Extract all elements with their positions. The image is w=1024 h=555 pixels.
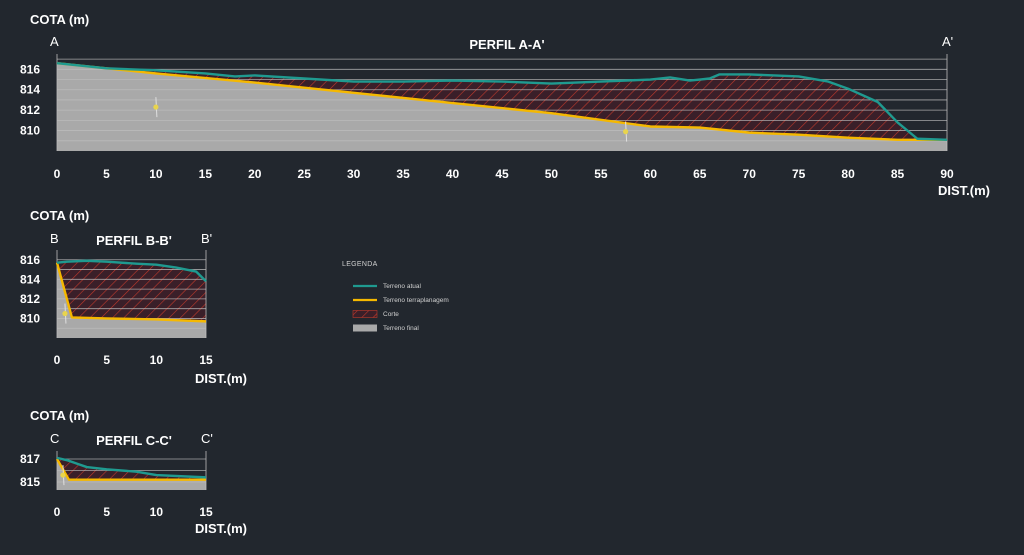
series-terreno-atual [56, 259, 207, 283]
end-label-a: A' [942, 34, 953, 49]
x-tick-label: 5 [103, 167, 110, 181]
x-tick-label: 60 [644, 167, 658, 181]
y-tick-label: 816 [20, 62, 40, 76]
y-tick-label: 816 [20, 253, 40, 267]
x-tick-label: 10 [150, 505, 164, 519]
plot-perfil-b: 0 5 10 15 810 812 814 816 [20, 250, 213, 367]
y-tick-label: 810 [20, 311, 40, 325]
plot-perfil-a: 0 5 10 15 20 25 30 35 40 45 50 55 60 65 70 75 80 85 90 810 8… [20, 54, 954, 181]
x-tick-label: 65 [693, 167, 707, 181]
x-tick-label: 80 [841, 167, 855, 181]
x-tick-label: 10 [150, 353, 164, 367]
x-tick-label: 15 [199, 167, 213, 181]
x-tick-label: 20 [248, 167, 262, 181]
y-tick-label: 817 [20, 452, 40, 466]
end-label-c: C' [201, 431, 213, 446]
corte-area [57, 260, 206, 322]
title-c: PERFIL C-C' [96, 433, 172, 448]
ylabel-c: COTA (m) [30, 408, 89, 423]
x-tick-label: 25 [298, 167, 312, 181]
xlabel-a: DIST.(m) [938, 183, 990, 198]
y-tick-label: 814 [20, 272, 40, 286]
y-tick-label: 810 [20, 124, 40, 138]
marker-point [60, 472, 66, 478]
xlabel-b: DIST.(m) [195, 371, 247, 386]
marker-point [153, 104, 159, 110]
x-tick-label: 0 [54, 353, 61, 367]
ylabel-b: COTA (m) [30, 208, 89, 223]
legend-label: Terreno atual [383, 283, 421, 290]
start-label-a: A [50, 34, 59, 49]
x-tick-label: 45 [495, 167, 509, 181]
xlabel-c: DIST.(m) [195, 521, 247, 536]
corte-area [57, 457, 206, 480]
legend-swatch-hatch [352, 310, 378, 318]
x-tick-label: 40 [446, 167, 460, 181]
x-tick-label: 15 [199, 505, 213, 519]
legend-label: Corte [383, 311, 399, 318]
x-tick-label: 55 [594, 167, 608, 181]
y-tick-label: 812 [20, 103, 40, 117]
y-tick-label: 815 [20, 475, 40, 489]
title-a: PERFIL A-A' [469, 37, 544, 52]
x-tick-label: 35 [396, 167, 410, 181]
x-tick-label: 10 [149, 167, 163, 181]
x-tick-label: 70 [743, 167, 757, 181]
x-tick-label: 5 [103, 505, 110, 519]
series-terraplanagem [56, 61, 947, 141]
series-terraplanagem [55, 262, 207, 323]
plot-perfil-c: 0 5 10 15 815 817 [20, 451, 213, 519]
title-b: PERFIL B-B' [96, 233, 172, 248]
legend-swatch-fill [353, 324, 377, 332]
x-tick-label: 30 [347, 167, 361, 181]
legend-label: Terreno final [383, 325, 419, 332]
x-tick-label: 85 [891, 167, 905, 181]
ylabel-a: COTA (m) [30, 12, 89, 27]
x-tick-label: 90 [940, 167, 954, 181]
y-tick-label: 814 [20, 83, 40, 97]
legend-title: LEGENDA [342, 261, 378, 268]
marker-point [623, 129, 629, 135]
end-label-b: B' [201, 231, 212, 246]
series-terraplanagem [55, 458, 206, 481]
x-tick-label: 50 [545, 167, 559, 181]
marker-point [62, 310, 68, 317]
x-tick-label: 15 [199, 353, 213, 367]
start-label-c: C [50, 431, 59, 446]
series-terreno-atual [56, 456, 207, 479]
x-tick-label: 75 [792, 167, 806, 181]
x-tick-label: 0 [54, 167, 61, 181]
series-terreno-atual [56, 61, 948, 141]
y-tick-label: 812 [20, 292, 40, 306]
x-tick-label: 5 [103, 353, 110, 367]
x-tick-label: 0 [54, 505, 61, 519]
start-label-b: B [50, 231, 59, 246]
legend: LEGENDA Terreno atual Terreno terraplanag… [342, 261, 449, 332]
legend-label: Terreno terraplanagem [383, 297, 449, 304]
